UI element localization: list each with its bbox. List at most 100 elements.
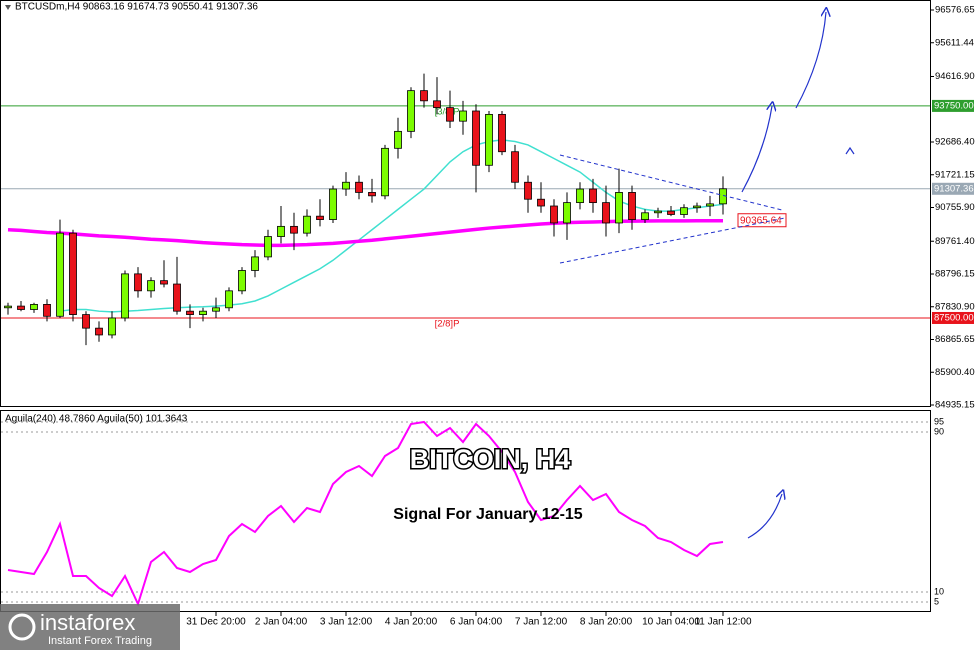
candle-body <box>316 215 324 220</box>
candle-body <box>17 305 25 310</box>
x-tick-label: 4 Jan 20:00 <box>385 617 438 628</box>
plot-layer: 96576.65 95611.44 94616.90 92686.40 91721.15… <box>1 5 975 628</box>
y-tick-label: 84935.15 <box>935 400 975 411</box>
indicator-panel <box>0 410 931 612</box>
candle-body <box>160 280 168 285</box>
candle-body <box>498 113 506 153</box>
indicator-title: Aguila(240) 48.7860 Aguila(50) 101.3643 <box>5 414 188 425</box>
level-tag: [2/8]P <box>435 318 460 329</box>
x-tick-label: 6 Jan 04:00 <box>450 617 503 628</box>
y-tick-label: 89761.40 <box>935 236 975 247</box>
candle-body <box>342 181 350 190</box>
forecast-arrow <box>741 106 772 193</box>
symbol-icon <box>5 5 11 10</box>
logo-tagline: Instant Forex Trading <box>48 635 152 647</box>
x-tick-label: 7 Jan 12:00 <box>515 617 568 628</box>
y-tick-label: 87830.90 <box>935 301 975 312</box>
candle-body <box>394 130 402 149</box>
candle-body <box>550 205 558 224</box>
level-label: 87500.00 <box>934 312 974 323</box>
x-tick-label: 31 Dec 20:00 <box>186 617 246 628</box>
candle-body <box>95 327 103 336</box>
candle-body <box>433 100 441 109</box>
x-tick-label: 3 Jan 12:00 <box>320 617 373 628</box>
candle-body <box>459 110 467 122</box>
y-tick-label: 86865.65 <box>935 334 975 345</box>
y-tick-label: 92686.40 <box>935 137 975 148</box>
candle-body <box>303 215 311 234</box>
y-tick-label: 5 <box>934 596 939 606</box>
candle-body <box>706 203 714 207</box>
candle-body <box>524 181 532 200</box>
candle-body <box>225 290 233 309</box>
y-tick-label: 95611.44 <box>935 37 974 48</box>
candle-body <box>537 198 545 207</box>
candle-body <box>667 210 675 215</box>
candle-body <box>654 210 662 214</box>
candle-body <box>251 256 259 271</box>
candle-body <box>82 314 90 329</box>
y-tick-label: 88796.15 <box>935 269 975 280</box>
candle-body <box>238 270 246 292</box>
candle-body <box>628 192 636 220</box>
y-tick-label: 90 <box>934 426 944 436</box>
candle-body <box>472 110 480 166</box>
y-tick-label: 90755.90 <box>935 202 975 213</box>
candle-body <box>680 207 688 215</box>
candle-body <box>277 225 285 237</box>
candle-body <box>563 202 571 224</box>
x-tick-label: 11 Jan 12:00 <box>694 617 752 628</box>
logo-name: instaforex <box>40 610 135 635</box>
x-tick-label: 8 Jan 20:00 <box>580 617 633 628</box>
level-label-box <box>932 182 974 195</box>
ma-label: 90365.64 <box>740 215 782 226</box>
x-tick-label: 10 Jan 04:00 <box>642 617 700 628</box>
candle-body <box>4 305 12 309</box>
y-tick-label: 95 <box>934 416 944 426</box>
candle-body <box>485 113 493 166</box>
x-tick-label: 2 Jan 04:00 <box>255 617 308 628</box>
candle-body <box>407 90 415 132</box>
candle-body <box>381 147 389 197</box>
candle-body <box>446 107 454 122</box>
moving-average <box>59 139 724 313</box>
candle-body <box>693 205 701 209</box>
candle-body <box>212 307 220 312</box>
y-tick-label: 85900.40 <box>935 367 975 378</box>
candle-body <box>173 283 181 312</box>
price-panel <box>0 0 931 407</box>
chart-title: BTCUSDm,H4 90863.16 91674.73 90550.41 91… <box>15 2 258 13</box>
level-label: 93750.00 <box>934 100 974 111</box>
subheadline: Signal For January 12-15 <box>393 506 583 523</box>
arrow-mark <box>845 146 855 155</box>
logo-box <box>0 604 180 650</box>
candle-body <box>56 232 64 317</box>
candle-body <box>69 232 77 315</box>
candle-body <box>43 304 51 317</box>
y-tick-label: 94616.90 <box>935 71 975 82</box>
headline: BITCOIN, H4 <box>410 444 571 474</box>
candle-body <box>420 90 428 102</box>
candle-body <box>147 280 155 292</box>
candle-body <box>368 192 376 197</box>
y-tick-label: 96576.65 <box>935 5 975 16</box>
candle-body <box>186 310 194 315</box>
candle-body <box>576 188 584 204</box>
indicator-line <box>7 420 724 607</box>
candle-body <box>615 192 623 224</box>
level-label-box <box>932 99 974 112</box>
candle-body <box>355 181 363 193</box>
forecast-arrow <box>795 12 826 109</box>
candle-body <box>121 273 129 319</box>
candle-body <box>511 151 519 183</box>
triangle-lower <box>559 217 786 264</box>
y-tick-label: 91721.15 <box>935 169 975 180</box>
candle-body <box>290 225 298 234</box>
triangle-upper <box>559 154 783 211</box>
candle-body <box>264 236 272 258</box>
indicator-arrow <box>747 494 782 539</box>
y-tick-label: 10 <box>934 586 944 596</box>
candle-body <box>329 188 337 220</box>
candle-body <box>602 202 610 224</box>
